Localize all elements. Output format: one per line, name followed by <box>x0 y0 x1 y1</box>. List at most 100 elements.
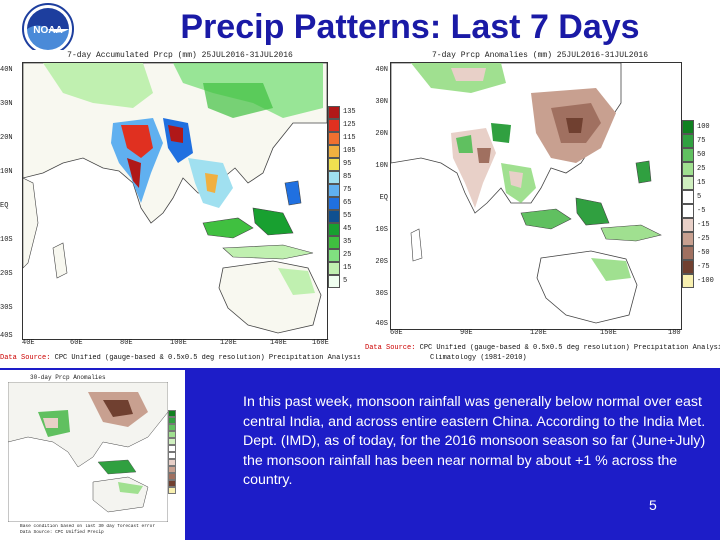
section-divider <box>0 368 720 370</box>
lon-label: 60E <box>70 339 83 347</box>
lon-label: 60E <box>390 329 403 337</box>
legend-swatch <box>168 487 176 494</box>
legend-swatch <box>168 424 176 431</box>
legend-value: 75 <box>343 186 352 194</box>
thirty-day-anomaly-map: 30-day Prcp Anomalies Base condition bas… <box>0 370 185 540</box>
lon-label: 160E <box>312 339 329 347</box>
lat-label: 20N <box>0 134 13 142</box>
lat-label: 40N <box>0 66 13 74</box>
legend-swatch <box>682 232 694 246</box>
legend-entry: 75 <box>682 134 718 148</box>
legend-swatch <box>168 431 176 438</box>
lat-label: EQ <box>379 194 388 202</box>
legend-swatch <box>682 134 694 148</box>
legend-swatch <box>328 119 340 132</box>
legend-swatch <box>168 445 176 452</box>
lat-label: EQ <box>0 202 9 210</box>
legend-swatch <box>328 275 340 288</box>
left-source-note: Data Source: CPC Unified (gauge-based & … <box>0 354 360 362</box>
right-map-graphic <box>391 63 681 329</box>
legend-value: 5 <box>697 193 702 201</box>
legend-value: 125 <box>343 121 356 129</box>
left-map-graphic <box>23 63 327 339</box>
lat-label: 30S <box>375 290 388 298</box>
legend-value: -25 <box>697 235 710 243</box>
summary-text-box: In this past week, monsoon rainfall was … <box>185 370 720 540</box>
right-source-note-2: Climatology (1981-2010) <box>430 354 527 362</box>
legend-entry: 15 <box>328 262 360 275</box>
left-lat-labels: 40N 30N 20N 10N EQ 10S 20S 30S 40S <box>0 64 22 340</box>
left-map-caption: 7-day Accumulated Prcp (mm) 25JUL2016-31… <box>67 51 293 60</box>
legend-value: 25 <box>343 251 352 259</box>
legend-entry: -100 <box>682 274 718 288</box>
legend-swatch <box>328 223 340 236</box>
legend-entry: -75 <box>682 260 718 274</box>
legend-entry: 15 <box>682 176 718 190</box>
legend-swatch <box>328 249 340 262</box>
legend-swatch <box>168 473 176 480</box>
legend-value: 65 <box>343 199 352 207</box>
legend-entry: 65 <box>328 197 360 210</box>
lat-label: 10S <box>0 236 13 244</box>
legend-value: 50 <box>697 151 706 159</box>
legend-swatch <box>328 184 340 197</box>
legend-swatch <box>682 218 694 232</box>
lon-label: 80E <box>120 339 133 347</box>
legend-value: 45 <box>343 225 352 233</box>
legend-entry: 75 <box>328 184 360 197</box>
legend-swatch <box>168 417 176 424</box>
legend-swatch <box>168 410 176 417</box>
legend-value: 135 <box>343 108 356 116</box>
lat-label: 10S <box>375 226 388 234</box>
lat-label: 10N <box>375 162 388 170</box>
lat-label: 20S <box>0 270 13 278</box>
left-lon-labels: 40E 60E 80E 100E 120E 140E 160E <box>22 339 329 349</box>
legend-entry: 45 <box>328 223 360 236</box>
legend-swatch <box>682 120 694 134</box>
legend-entry: 5 <box>328 275 360 288</box>
logo-lettering: NOAA <box>33 25 62 36</box>
lon-label: 40E <box>22 339 35 347</box>
legend-swatch <box>168 480 176 487</box>
legend-swatch <box>328 236 340 249</box>
precip-anomaly-map: 7-day Prcp Anomalies (mm) 25JUL2016-31JU… <box>360 50 720 368</box>
legend-entry: 115 <box>328 132 360 145</box>
legend-value: 25 <box>697 165 706 173</box>
lat-label: 20N <box>375 130 388 138</box>
legend-swatch <box>328 262 340 275</box>
lat-label: 20S <box>375 258 388 266</box>
lon-label: 120E <box>530 329 547 337</box>
page-number: 5 <box>649 497 657 513</box>
legend-entry: 125 <box>328 119 360 132</box>
legend-value: -5 <box>697 207 706 215</box>
legend-swatch <box>682 204 694 218</box>
small-map-graphic <box>8 382 168 522</box>
right-map-frame <box>390 62 682 330</box>
legend-swatch <box>682 260 694 274</box>
legend-swatch <box>328 171 340 184</box>
legend-swatch <box>682 162 694 176</box>
legend-value: -75 <box>697 263 710 271</box>
legend-entry: -15 <box>682 218 718 232</box>
legend-entry: 5 <box>682 190 718 204</box>
accumulated-precip-map: 7-day Accumulated Prcp (mm) 25JUL2016-31… <box>0 50 360 368</box>
right-lat-labels: 40N 30N 20N 10N EQ 10S 20S 30S 40S <box>360 64 390 330</box>
legend-swatch <box>328 158 340 171</box>
summary-text: In this past week, monsoon rainfall was … <box>243 394 706 488</box>
legend-value: 35 <box>343 238 352 246</box>
legend-entry: 135 <box>328 106 360 119</box>
legend-swatch <box>328 132 340 145</box>
left-map-frame <box>22 62 328 340</box>
legend-value: -15 <box>697 221 710 229</box>
legend-value: 15 <box>697 179 706 187</box>
legend-entry: 35 <box>328 236 360 249</box>
lat-label: 30N <box>0 100 13 108</box>
small-map-caption: 30-day Prcp Anomalies <box>30 374 106 381</box>
lat-label: 30S <box>0 304 13 312</box>
legend-swatch <box>682 246 694 260</box>
legend-value: 85 <box>343 173 352 181</box>
legend-swatch <box>168 459 176 466</box>
lon-label: 120E <box>220 339 237 347</box>
right-map-legend: 100 75 50 25 15 5 -5 -15 -25 -50 -75 -100 <box>682 120 718 290</box>
legend-entry: -25 <box>682 232 718 246</box>
